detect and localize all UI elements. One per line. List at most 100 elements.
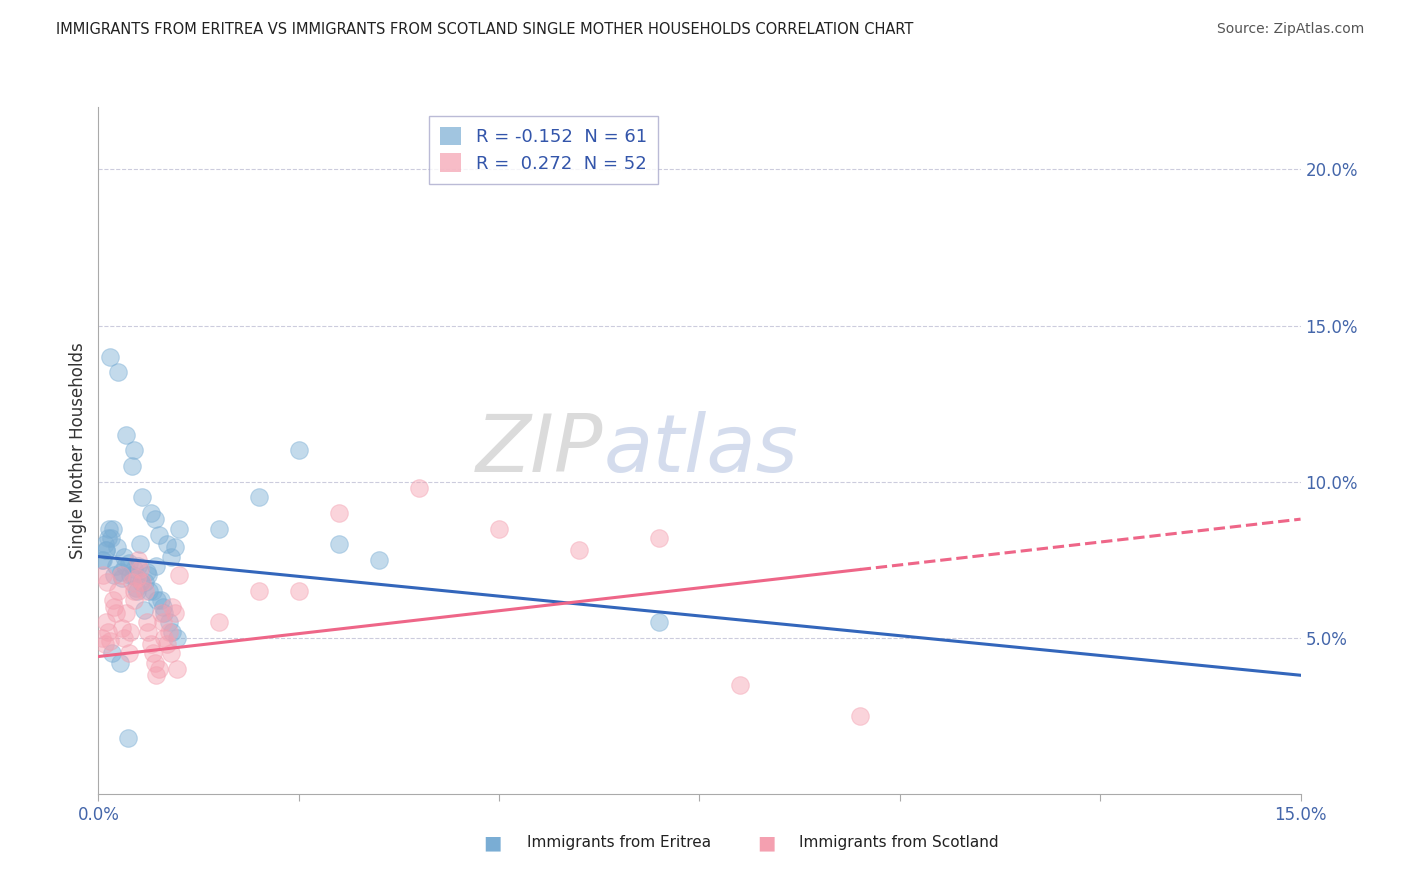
Point [111, 621, 134, 635]
Point [129, 574, 152, 589]
Point [100, 531, 122, 545]
Point [288, 443, 311, 458]
Point [149, 593, 172, 607]
Point [115, 606, 138, 620]
Point [208, 615, 231, 630]
Point [91, 552, 114, 567]
Point [136, 568, 159, 582]
Point [121, 574, 143, 589]
Point [368, 552, 391, 567]
Point [101, 593, 124, 607]
Point [105, 558, 128, 574]
Point [157, 615, 180, 630]
Point [166, 662, 188, 676]
Point [145, 668, 167, 682]
Point [152, 599, 174, 614]
Point [118, 556, 141, 570]
Point [122, 583, 145, 598]
Point [94, 537, 117, 551]
Text: ■: ■ [756, 833, 776, 853]
Point [328, 506, 350, 520]
Point [107, 366, 129, 380]
Point [163, 606, 186, 620]
Point [96, 543, 118, 558]
Point [110, 566, 132, 580]
Point [128, 552, 150, 567]
Point [153, 606, 176, 620]
Text: atlas: atlas [603, 411, 799, 490]
Point [148, 527, 170, 541]
Point [103, 599, 125, 614]
Text: Immigrants from Eritrea: Immigrants from Eritrea [527, 836, 711, 850]
Point [160, 624, 183, 639]
Point [142, 646, 165, 660]
Point [94, 637, 117, 651]
Point [100, 350, 122, 364]
Point [115, 427, 138, 442]
Point [157, 624, 180, 639]
Point [131, 574, 153, 589]
Point [105, 606, 128, 620]
Point [139, 506, 162, 520]
Point [408, 481, 430, 495]
Point [128, 558, 150, 574]
Point [142, 583, 165, 598]
Point [105, 540, 128, 554]
Point [135, 615, 157, 630]
Y-axis label: Single Mother Households: Single Mother Households [69, 343, 87, 558]
Point [101, 646, 124, 660]
Point [97, 624, 120, 639]
Text: Source: ZipAtlas.com: Source: ZipAtlas.com [1216, 22, 1364, 37]
Point [155, 637, 177, 651]
Point [152, 615, 174, 630]
Point [131, 490, 153, 504]
Point [247, 583, 270, 598]
Point [132, 603, 155, 617]
Point [159, 549, 181, 564]
Point [166, 631, 188, 645]
Point [129, 537, 152, 551]
Point [112, 549, 135, 564]
Point [97, 521, 120, 535]
Point [288, 583, 311, 598]
Point [167, 521, 190, 535]
Point [328, 537, 350, 551]
Point [138, 583, 160, 598]
Point [247, 490, 270, 504]
Point [111, 571, 134, 585]
Point [97, 531, 120, 545]
Point [100, 633, 122, 648]
Point [118, 646, 141, 660]
Point [103, 568, 125, 582]
Text: ZIP: ZIP [477, 411, 603, 490]
Point [121, 458, 143, 473]
Point [648, 615, 671, 630]
Point [143, 656, 166, 670]
Point [117, 731, 139, 745]
Point [143, 512, 166, 526]
Point [568, 543, 591, 558]
Point [163, 540, 186, 554]
Text: IMMIGRANTS FROM ERITREA VS IMMIGRANTS FROM SCOTLAND SINGLE MOTHER HOUSEHOLDS COR: IMMIGRANTS FROM ERITREA VS IMMIGRANTS FR… [56, 22, 914, 37]
Point [125, 581, 148, 595]
Point [148, 662, 170, 676]
Point [648, 531, 671, 545]
Point [134, 583, 156, 598]
Point [94, 543, 117, 558]
Point [135, 566, 157, 580]
Point [120, 624, 142, 639]
Point [124, 593, 146, 607]
Point [124, 443, 146, 458]
Point [107, 583, 129, 598]
Point [728, 678, 751, 692]
Point [112, 631, 135, 645]
Point [96, 574, 118, 589]
Legend: R = -0.152  N = 61, R =  0.272  N = 52: R = -0.152 N = 61, R = 0.272 N = 52 [429, 116, 658, 184]
Point [120, 568, 142, 582]
Point [134, 574, 156, 589]
Point [145, 558, 167, 574]
Point [208, 521, 231, 535]
Point [136, 624, 159, 639]
Point [139, 637, 162, 651]
Point [149, 606, 172, 620]
